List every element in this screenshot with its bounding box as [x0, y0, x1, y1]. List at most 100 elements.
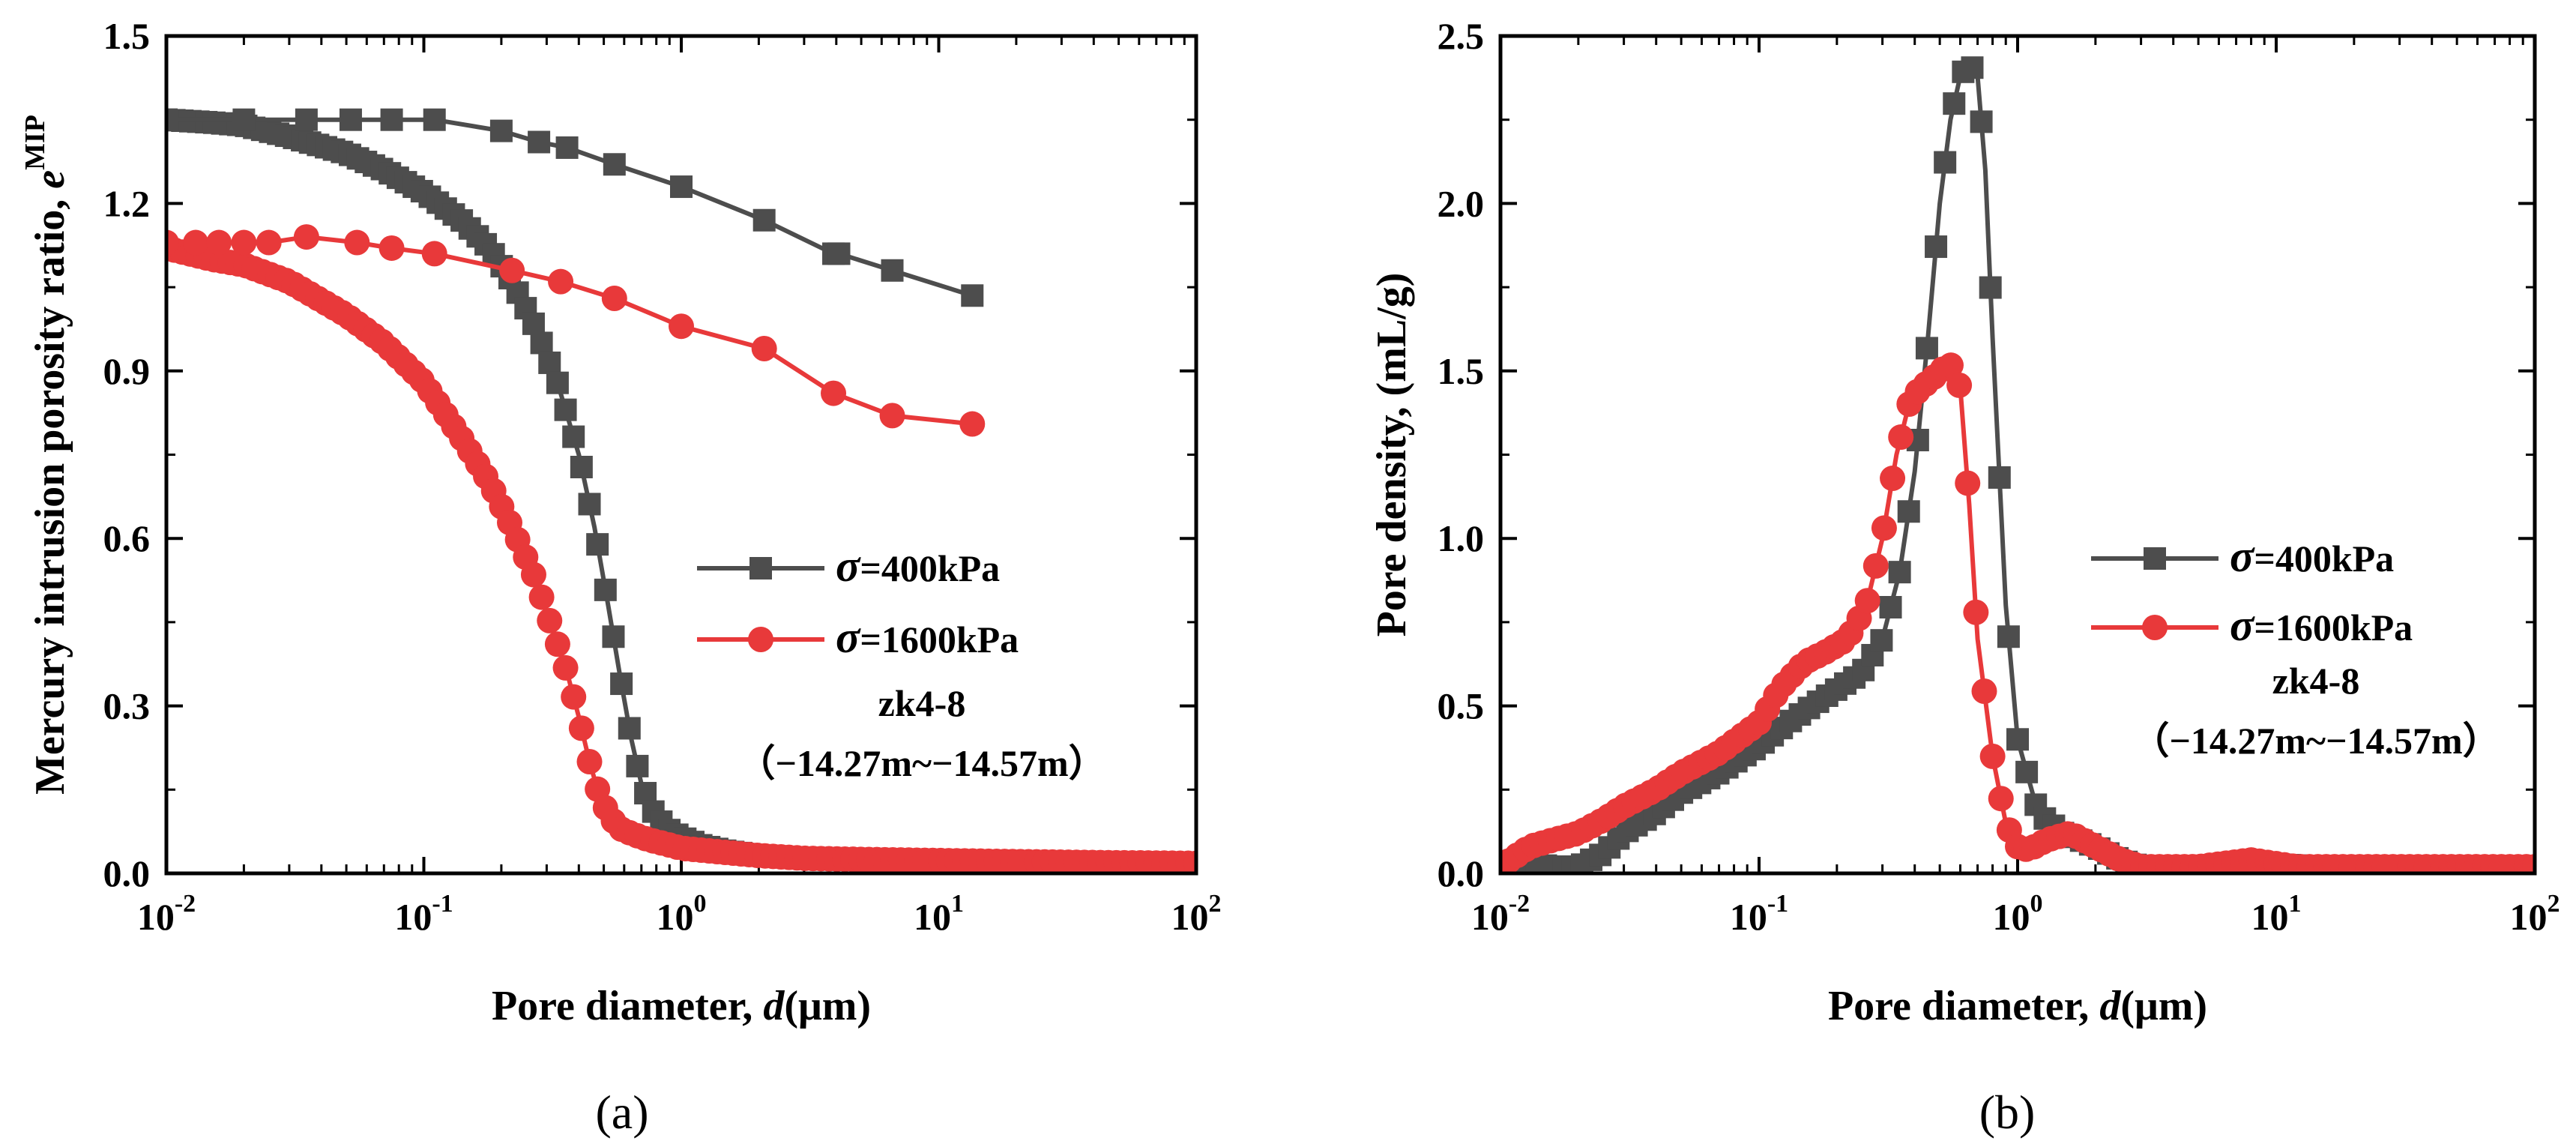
data-point: [1946, 372, 1973, 398]
data-point: [670, 175, 693, 199]
x-tick-label: 101: [2251, 890, 2302, 938]
data-point: [562, 425, 585, 448]
y-tick-label: 0.9: [103, 350, 151, 392]
data-point: [594, 578, 617, 601]
x-tick-label: 10-2: [137, 890, 196, 938]
data-point: [752, 208, 776, 232]
legend-marker-circle: [748, 627, 773, 652]
data-point: [166, 229, 179, 256]
plot-frame: [1498, 34, 2537, 876]
data-point: [548, 268, 574, 295]
legend-marker-square: [2144, 547, 2166, 570]
annotation-text: zk4-8: [2272, 660, 2360, 702]
data-point: [344, 229, 370, 256]
data-point: [2015, 760, 2039, 783]
data-point: [538, 351, 561, 374]
data-point: [166, 108, 178, 131]
data-point: [206, 229, 232, 256]
data-point: [1925, 235, 1948, 259]
data-point: [1961, 56, 1984, 79]
data-point: [1183, 850, 1196, 873]
y-axis-label: Pore density, (mL/g): [1369, 273, 1415, 637]
data-point: [555, 136, 579, 159]
data-point: [1879, 595, 1902, 618]
data-point: [423, 108, 446, 131]
data-point: [380, 108, 403, 131]
data-point: [1934, 151, 1957, 174]
data-point: [669, 313, 694, 340]
x-tick-label: 100: [657, 890, 707, 938]
annotation-text: （−14.27m~−14.57m）: [737, 742, 1105, 784]
data-point: [1897, 500, 1920, 523]
x-tick-label: 101: [914, 890, 964, 938]
y-tick-label: 1.5: [1438, 350, 1485, 392]
y-tick-label: 0.0: [103, 852, 151, 894]
data-point: [528, 130, 551, 154]
data-point: [601, 285, 627, 311]
y-tick-label: 0.6: [103, 517, 151, 559]
plot-area: [166, 108, 1196, 873]
data-point: [554, 398, 577, 421]
x-tick-label: 10-2: [1471, 890, 1530, 938]
data-point: [1997, 625, 2020, 648]
data-point: [881, 259, 904, 282]
data-point: [570, 455, 593, 478]
data-point: [610, 672, 633, 696]
plot-area: [1500, 56, 2535, 873]
y-tick-label: 0.5: [1438, 685, 1485, 727]
data-point: [378, 235, 405, 261]
chart-panel-a: 10-2 10-1 100 101 102 0.0 0.3 0.6 0.9 1.2 1.5 σ=400…: [19, 15, 1222, 1139]
x-tick-label: 10-1: [394, 890, 453, 938]
x-axis-label: Pore diameter, d(μm): [1828, 983, 2207, 1029]
data-point: [546, 371, 569, 394]
data-point: [879, 403, 905, 429]
y-tick-label: 2.5: [1438, 15, 1485, 57]
data-point: [1871, 515, 1897, 541]
plot-frame: [164, 34, 1198, 876]
chart-panel-b: 10-2 10-1 100 101 102 0.0 0.5 1.0 1.5 2.0 2.5 σ=400…: [1369, 15, 2560, 1139]
data-point: [827, 242, 851, 265]
data-point: [295, 108, 318, 131]
data-point: [1963, 599, 1989, 625]
y-tick-label: 1.0: [1438, 517, 1485, 559]
data-point: [959, 411, 986, 437]
x-tick-label: 10-1: [1730, 890, 1788, 938]
data-point: [1880, 466, 1906, 492]
data-point: [231, 229, 257, 256]
data-point: [626, 754, 649, 777]
data-point: [1854, 588, 1880, 614]
y-tick-label: 1.2: [103, 182, 151, 224]
legend-label: σ=1600kPa: [836, 612, 1019, 662]
y-tick-label: 1.5: [103, 15, 151, 57]
data-point: [568, 715, 594, 741]
data-point: [576, 749, 603, 775]
data-point: [293, 224, 319, 250]
data-point: [499, 257, 525, 283]
data-point: [618, 717, 641, 740]
x-tick-label: 102: [2510, 890, 2560, 938]
x-axis-label: Pore diameter, d(μm): [492, 983, 871, 1029]
data-point: [256, 229, 282, 256]
data-point: [520, 562, 546, 588]
data-point: [1971, 678, 1997, 704]
data-point: [821, 380, 847, 406]
data-point: [1870, 629, 1893, 652]
data-point: [1979, 276, 2002, 299]
legend-label: σ=400kPa: [2230, 532, 2394, 581]
data-point: [2006, 728, 2029, 751]
data-point: [522, 312, 545, 335]
legend-marker-circle: [2142, 615, 2168, 640]
data-point: [1943, 92, 1966, 115]
data-point: [1979, 743, 2006, 769]
data-point: [232, 108, 256, 131]
data-point: [602, 625, 625, 648]
y-tick-label: 0.3: [103, 685, 151, 727]
annotation-text: zk4-8: [878, 682, 966, 724]
data-point: [1970, 110, 1993, 133]
data-point: [530, 331, 553, 355]
legend-label: σ=1600kPa: [2230, 600, 2413, 650]
data-point: [183, 229, 209, 256]
data-point: [1988, 466, 2011, 489]
data-point: [751, 336, 777, 362]
